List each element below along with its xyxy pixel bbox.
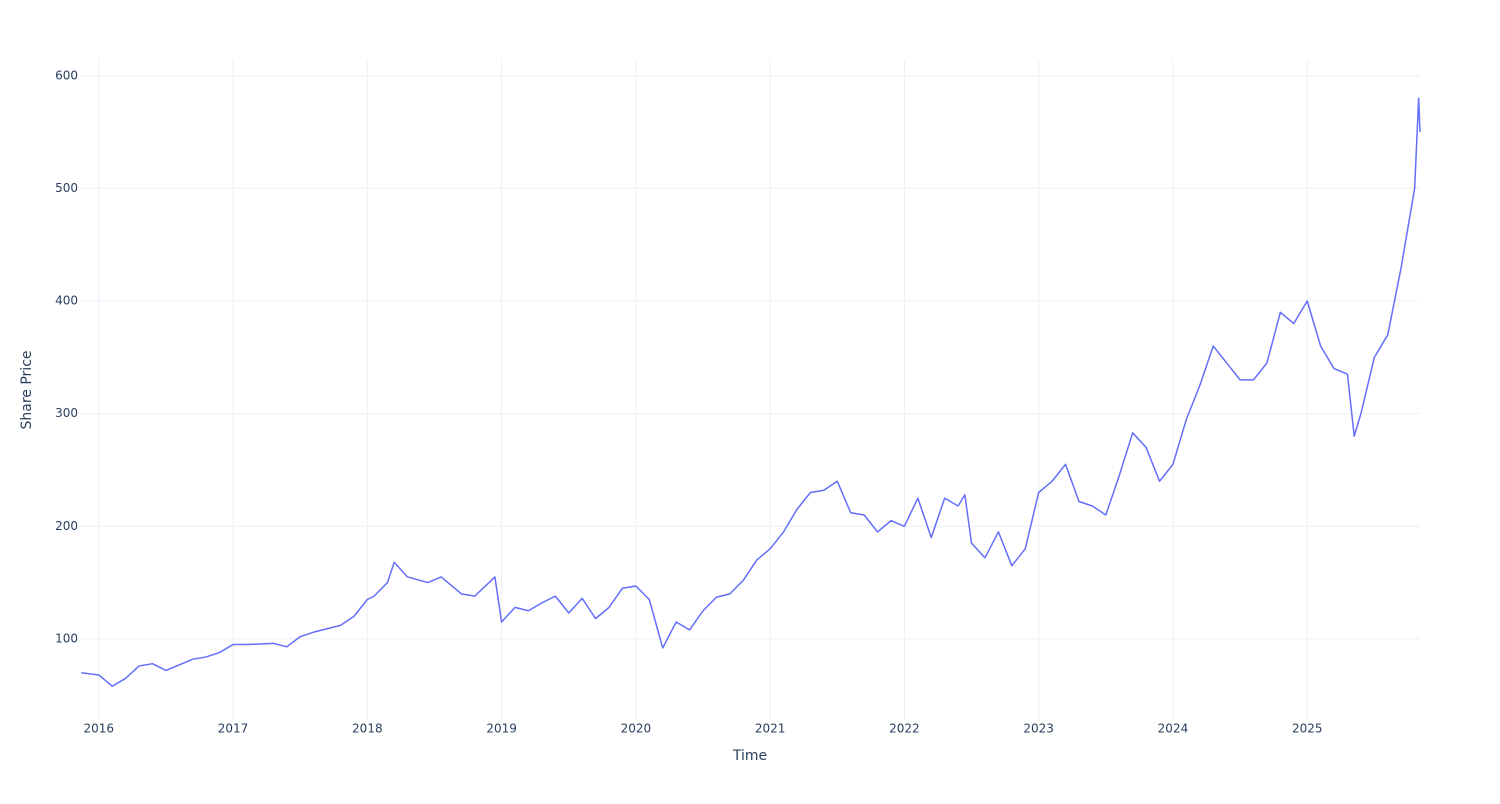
y-axis-title: Share Price (19, 350, 35, 429)
x-tick-label: 2025 (1292, 722, 1323, 736)
y-tick-label: 200 (55, 519, 78, 533)
y-tick-label: 600 (55, 68, 78, 82)
x-tick-label: 2016 (84, 722, 115, 736)
y-tick-label: 300 (55, 406, 78, 420)
x-tick-label: 2018 (352, 722, 383, 736)
price-line (81, 97, 1421, 687)
x-axis-title: Time (732, 748, 767, 764)
x-tick-label: 2023 (1023, 722, 1054, 736)
y-tick-label: 500 (55, 181, 78, 195)
x-tick-label: 2024 (1158, 722, 1189, 736)
x-tick-label: 2017 (218, 722, 249, 736)
x-tick-label: 2020 (621, 722, 652, 736)
x-tick-label: 2019 (486, 722, 517, 736)
x-tick-label: 2022 (889, 722, 920, 736)
x-tick-label: 2021 (755, 722, 786, 736)
y-tick-label: 100 (55, 631, 78, 645)
y-tick-label: 400 (55, 294, 78, 308)
